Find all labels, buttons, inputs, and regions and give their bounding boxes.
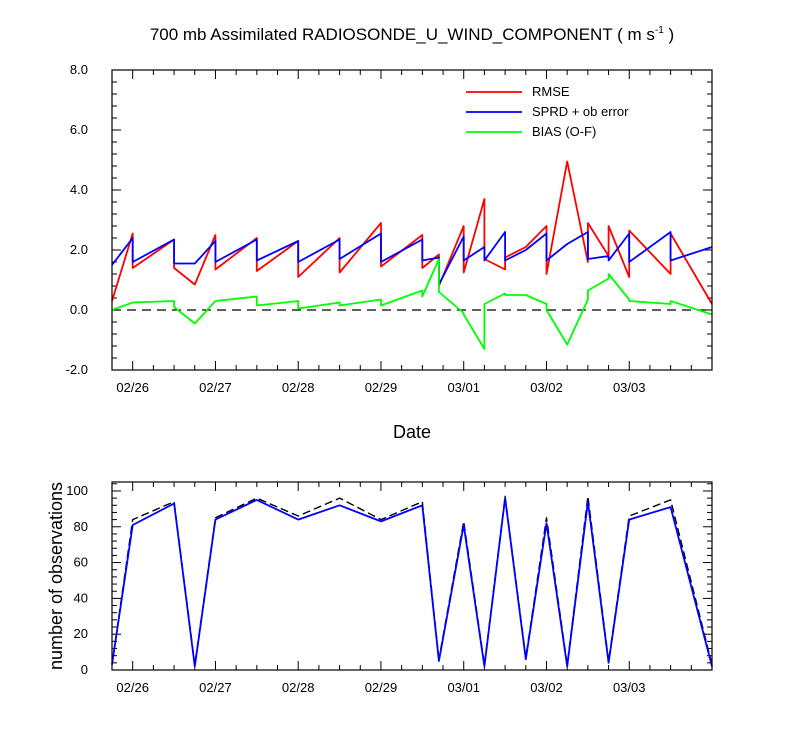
- bottom-x-tick-label: 02/29: [365, 680, 398, 695]
- bottom-x-tick-label: 03/01: [447, 680, 480, 695]
- bottom-y-tick-label: 100: [66, 483, 88, 498]
- top-y-tick-label: 0.0: [70, 302, 88, 317]
- top-y-tick-label: -2.0: [66, 362, 88, 377]
- top-x-tick-label: 03/02: [530, 380, 563, 395]
- bottom-y-tick-label: 80: [74, 519, 88, 534]
- chart-title-superscript: -1: [655, 25, 664, 36]
- top-x-tick-label: 02/29: [365, 380, 398, 395]
- bottom-x-tick-label: 03/02: [530, 680, 563, 695]
- top-x-tick-label: 02/27: [199, 380, 232, 395]
- legend-label-sprd: SPRD + ob error: [532, 104, 629, 119]
- top-x-tick-label: 02/26: [116, 380, 149, 395]
- top-x-axis-title: Date: [393, 422, 431, 442]
- bottom-x-tick-label: 02/28: [282, 680, 315, 695]
- bottom-x-tick-label: 03/03: [613, 680, 646, 695]
- top-x-tick-label: 03/03: [613, 380, 646, 395]
- bottom-x-tick-label: 02/26: [116, 680, 149, 695]
- top-y-tick-label: 6.0: [70, 122, 88, 137]
- chart-title-text: 700 mb Assimilated RADIOSONDE_U_WIND_COM…: [150, 25, 655, 44]
- bottom-y-axis-title: number of observations: [46, 482, 66, 670]
- top-y-tick-label: 2.0: [70, 242, 88, 257]
- bottom-series-assimilated: [111, 497, 713, 668]
- bottom-y-tick-label: 40: [74, 590, 88, 605]
- legend-label-bias: BIAS (O-F): [532, 124, 596, 139]
- chart-title: 700 mb Assimilated RADIOSONDE_U_WIND_COM…: [150, 25, 674, 44]
- top-x-tick-label: 02/28: [282, 380, 315, 395]
- legend-label-rmse: RMSE: [532, 84, 570, 99]
- top-plot-frame: [111, 69, 713, 371]
- top-plot-layer: 02/26 02/27 02/28 02/29 03/01 03/02 03/03 -2.0 0…: [66, 62, 713, 395]
- bottom-series-possible: [111, 495, 713, 666]
- bottom-y-tick-label: 20: [74, 626, 88, 641]
- bottom-y-tick-label: 0: [81, 662, 88, 677]
- bottom-plot-frame: [111, 481, 713, 671]
- bottom-plot-layer: 02/26 02/27 02/28 02/29 03/01 03/02 03/03 0 20 40…: [66, 482, 713, 695]
- top-series-bias-o-f: [111, 258, 713, 350]
- chart-title-suffix: ): [664, 25, 674, 44]
- top-x-tick-label: 03/01: [447, 380, 480, 395]
- legend: RMSE SPRD + ob error BIAS (O-F): [466, 84, 629, 139]
- top-y-tick-label: 8.0: [70, 62, 88, 77]
- top-series-rmse: [111, 160, 713, 305]
- bottom-y-tick-label: 60: [74, 555, 88, 570]
- bottom-x-tick-label: 02/27: [199, 680, 232, 695]
- top-y-tick-label: 4.0: [70, 182, 88, 197]
